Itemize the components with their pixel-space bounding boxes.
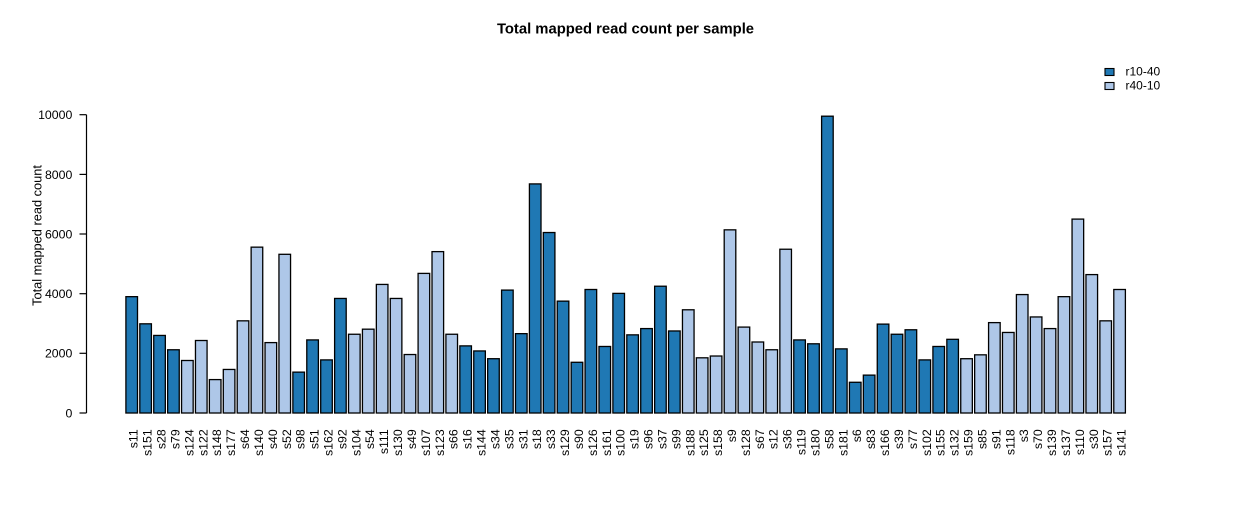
svg-text:s181: s181 bbox=[836, 429, 850, 456]
svg-text:s118: s118 bbox=[1003, 429, 1017, 455]
svg-text:s123: s123 bbox=[433, 429, 447, 456]
svg-text:6000: 6000 bbox=[45, 227, 73, 241]
svg-text:s110: s110 bbox=[1073, 429, 1087, 455]
svg-text:s31: s31 bbox=[516, 429, 530, 449]
svg-text:s6: s6 bbox=[850, 429, 864, 442]
svg-text:s148: s148 bbox=[210, 429, 224, 456]
svg-text:s104: s104 bbox=[349, 429, 363, 456]
svg-text:s98: s98 bbox=[294, 429, 308, 449]
svg-text:s64: s64 bbox=[238, 429, 252, 449]
svg-text:s99: s99 bbox=[669, 429, 683, 449]
svg-text:s129: s129 bbox=[558, 429, 572, 456]
svg-text:s3: s3 bbox=[1017, 429, 1031, 442]
svg-text:s139: s139 bbox=[1045, 429, 1059, 456]
svg-text:8000: 8000 bbox=[45, 168, 73, 182]
svg-text:s161: s161 bbox=[600, 429, 614, 456]
svg-text:s11: s11 bbox=[127, 429, 141, 448]
svg-text:s122: s122 bbox=[196, 429, 210, 456]
svg-text:s111: s111 bbox=[377, 429, 391, 454]
svg-text:s9: s9 bbox=[725, 429, 739, 442]
svg-text:s158: s158 bbox=[711, 429, 725, 456]
svg-text:s128: s128 bbox=[739, 429, 753, 456]
svg-text:s92: s92 bbox=[335, 429, 349, 449]
svg-text:s100: s100 bbox=[614, 429, 628, 456]
svg-text:10000: 10000 bbox=[38, 108, 72, 122]
svg-text:s67: s67 bbox=[753, 429, 767, 449]
svg-text:s79: s79 bbox=[168, 429, 182, 449]
svg-text:s58: s58 bbox=[822, 429, 836, 449]
svg-text:s54: s54 bbox=[363, 429, 377, 449]
svg-text:0: 0 bbox=[65, 406, 72, 420]
svg-text:s37: s37 bbox=[655, 429, 669, 449]
svg-text:s70: s70 bbox=[1031, 429, 1045, 449]
svg-text:s107: s107 bbox=[419, 429, 433, 456]
svg-text:Total mapped read count per sa: Total mapped read count per sample bbox=[497, 22, 754, 38]
svg-text:s40: s40 bbox=[266, 429, 280, 449]
svg-text:s39: s39 bbox=[892, 429, 906, 449]
svg-text:s36: s36 bbox=[781, 429, 795, 449]
svg-text:s155: s155 bbox=[934, 429, 948, 456]
svg-text:s18: s18 bbox=[530, 429, 544, 449]
svg-text:s132: s132 bbox=[948, 429, 962, 456]
svg-text:s83: s83 bbox=[864, 429, 878, 449]
svg-text:s188: s188 bbox=[683, 429, 697, 456]
svg-text:s102: s102 bbox=[920, 429, 934, 456]
svg-text:s66: s66 bbox=[447, 429, 461, 449]
svg-text:s177: s177 bbox=[224, 429, 238, 456]
svg-text:s52: s52 bbox=[280, 429, 294, 449]
svg-text:2000: 2000 bbox=[45, 347, 73, 361]
svg-text:s34: s34 bbox=[488, 429, 502, 449]
svg-text:s35: s35 bbox=[502, 429, 516, 449]
svg-text:s49: s49 bbox=[405, 429, 419, 449]
svg-text:s180: s180 bbox=[808, 429, 822, 456]
svg-text:s144: s144 bbox=[475, 429, 489, 456]
svg-text:s141: s141 bbox=[1115, 429, 1129, 456]
svg-text:s157: s157 bbox=[1101, 429, 1115, 456]
svg-text:s162: s162 bbox=[322, 429, 336, 456]
svg-text:4000: 4000 bbox=[45, 287, 73, 301]
svg-text:Total mapped read count: Total mapped read count bbox=[30, 165, 45, 306]
svg-text:s28: s28 bbox=[155, 429, 169, 449]
svg-text:r10-40: r10-40 bbox=[1126, 65, 1161, 79]
svg-text:s33: s33 bbox=[544, 429, 558, 449]
svg-text:s125: s125 bbox=[697, 429, 711, 456]
svg-text:s91: s91 bbox=[989, 429, 1003, 449]
svg-text:s90: s90 bbox=[572, 429, 586, 449]
svg-text:s124: s124 bbox=[182, 429, 196, 456]
svg-text:s119: s119 bbox=[795, 429, 809, 455]
svg-text:s126: s126 bbox=[586, 429, 600, 456]
svg-text:s19: s19 bbox=[628, 429, 642, 449]
svg-text:s16: s16 bbox=[461, 429, 475, 449]
svg-text:s166: s166 bbox=[878, 429, 892, 456]
svg-text:s12: s12 bbox=[767, 429, 781, 449]
svg-text:s140: s140 bbox=[252, 429, 266, 456]
svg-text:s151: s151 bbox=[141, 429, 155, 456]
svg-text:r40-10: r40-10 bbox=[1126, 79, 1161, 93]
svg-text:s96: s96 bbox=[642, 429, 656, 449]
svg-text:s77: s77 bbox=[906, 429, 920, 449]
svg-text:s30: s30 bbox=[1087, 429, 1101, 449]
svg-text:s85: s85 bbox=[975, 429, 989, 449]
svg-text:s137: s137 bbox=[1059, 429, 1073, 456]
svg-text:s159: s159 bbox=[962, 429, 976, 456]
svg-text:s51: s51 bbox=[308, 429, 322, 449]
svg-text:s130: s130 bbox=[391, 429, 405, 456]
